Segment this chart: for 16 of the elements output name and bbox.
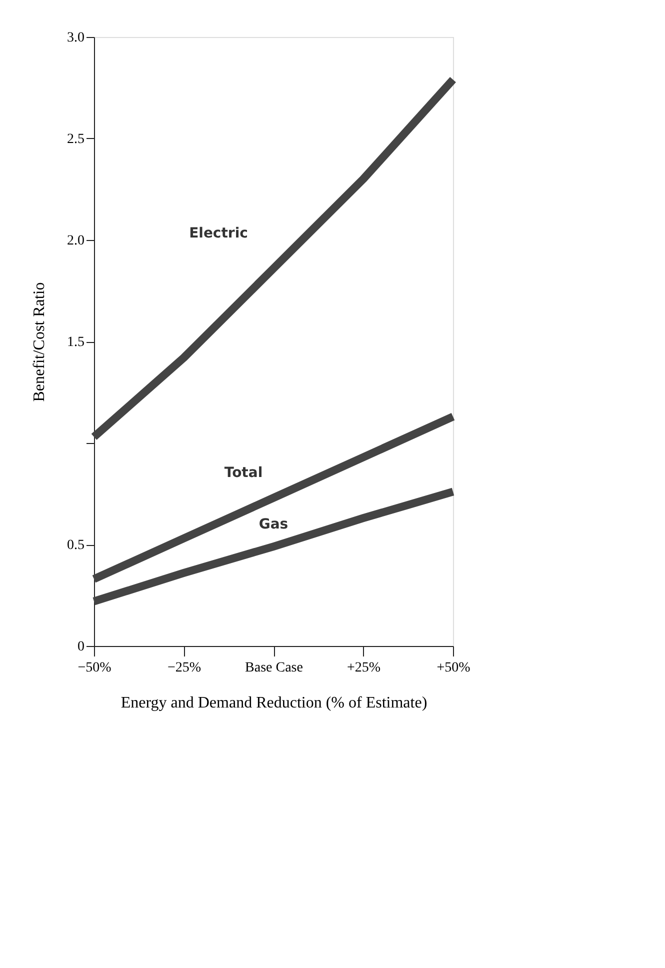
x-tick-label: +25%: [346, 660, 381, 676]
y-tick-label: 2.0: [67, 234, 84, 248]
text: Electric: [189, 225, 248, 242]
series-label: Total: [224, 464, 263, 481]
y-tick-label: 1.5: [67, 335, 84, 350]
series-label: Gas: [258, 516, 288, 533]
x-tick-label: Base Case: [245, 660, 303, 676]
y-tick-label: 0: [78, 640, 84, 654]
x-tick-label: −50%: [78, 660, 112, 676]
y-tick-label: 2.5: [67, 132, 84, 147]
x-tick-label: −25%: [167, 660, 202, 676]
x-tick-label: +50%: [436, 660, 471, 676]
y-tick-label: 3.0: [67, 30, 84, 46]
x-axis-title: Energy and Demand Reduction (% of Estimate): [120, 694, 428, 712]
y-tick-label: 0.5: [67, 538, 84, 553]
y-axis-title: Benefit/Cost Ratio: [31, 282, 48, 402]
